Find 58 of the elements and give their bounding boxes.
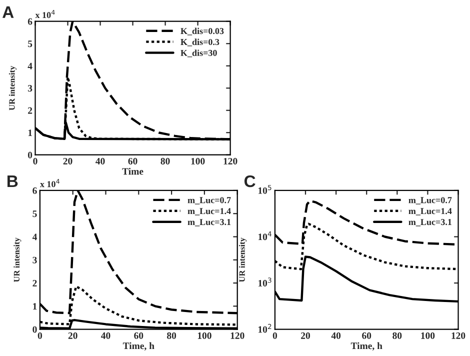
y-tick-label: 4 xyxy=(32,234,37,240)
y-tick-label: 1 xyxy=(33,303,37,310)
x-tick-label: 100 xyxy=(421,332,435,339)
chart-title: A xyxy=(2,6,14,18)
y-tick-label: 0 xyxy=(32,326,37,333)
y-axis-title: UR intensity xyxy=(238,238,247,282)
x-tick-label: 20 xyxy=(63,158,72,164)
x-tick-label: 100 xyxy=(198,332,212,339)
x-tick-label: 20 xyxy=(301,332,310,339)
y-tick-label: 10$^{4}$ xyxy=(258,231,272,240)
legend-label: K_dis=30 xyxy=(180,50,217,58)
chart-title: C xyxy=(244,175,256,188)
y-tick-label: 2 xyxy=(32,280,37,286)
x-tick-label: 120 xyxy=(452,332,466,339)
y-tick-label: 1 xyxy=(28,130,32,136)
x-tick-label: 80 xyxy=(167,332,176,339)
y-tick-label: 5 xyxy=(32,210,37,218)
x-tick-label: 120 xyxy=(230,332,244,339)
y-axis-title: UR intensity xyxy=(8,66,16,110)
y-tick-label: 6 xyxy=(28,18,32,25)
legend-label: K_dis=0.03 xyxy=(180,28,224,36)
legend-label: m_Luc=3.1 xyxy=(408,219,452,226)
y-tick-label: 5 xyxy=(28,40,32,48)
x-axis-title: Time xyxy=(122,168,144,175)
text: x 10$^{4}$ xyxy=(40,179,60,188)
chart-title: B xyxy=(8,176,18,187)
y-tick-label: 3 xyxy=(28,85,32,92)
text: x 10$^{4}$ xyxy=(35,10,55,18)
legend-label: m_Luc=1.4 xyxy=(188,208,231,216)
x-tick-label: 60 xyxy=(128,158,138,164)
y-tick-label: 10$^{3}$ xyxy=(258,278,272,286)
y-tick-label: 4 xyxy=(28,62,32,70)
x-tick-label: 60 xyxy=(362,332,372,339)
x-axis-title: Time, h xyxy=(122,342,154,351)
x-tick-label: 0 xyxy=(38,332,42,339)
y-tick-label: 6 xyxy=(32,187,37,194)
y-tick-label: 10$^{5}$ xyxy=(258,185,272,194)
x-tick-label: 120 xyxy=(224,158,238,164)
legend-label: m_Luc=0.7 xyxy=(408,197,452,204)
x-tick-label: 40 xyxy=(331,332,341,339)
y-tick-label: 3 xyxy=(32,256,37,264)
x-tick-label: 80 xyxy=(392,332,402,339)
x-tick-label: 100 xyxy=(191,158,205,164)
y-tick-label: 2 xyxy=(28,107,32,114)
x-tick-label: 20 xyxy=(68,332,78,339)
y-tick-label: 10$^{2}$ xyxy=(258,324,272,333)
x-tick-label: 0 xyxy=(272,332,278,339)
x-axis-title: Time, h xyxy=(350,342,382,351)
y-tick-label: 0 xyxy=(28,152,32,158)
x-tick-label: 40 xyxy=(101,332,110,339)
legend-label: m_Luc=1.4 xyxy=(408,208,452,216)
x-tick-label: 60 xyxy=(134,332,144,339)
legend-label: K_dis=0.3 xyxy=(180,38,220,46)
legend-label: m_Luc=3.1 xyxy=(188,219,231,226)
x-tick-label: 80 xyxy=(160,158,170,164)
y-axis-title: UR intensity xyxy=(14,238,22,282)
legend-label: m_Luc=0.7 xyxy=(188,197,231,204)
x-tick-label: 40 xyxy=(96,158,105,164)
